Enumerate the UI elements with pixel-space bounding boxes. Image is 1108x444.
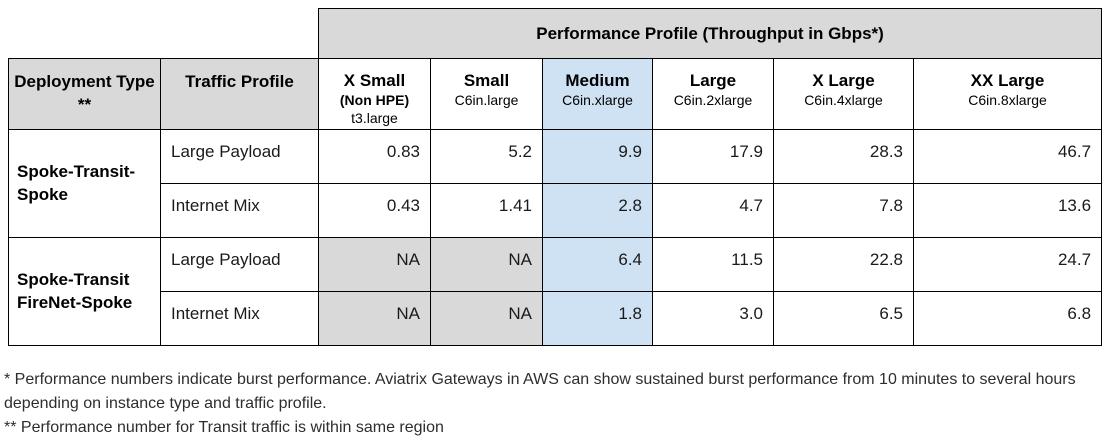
header-small: Small C6in.large <box>430 58 543 130</box>
header-xx-large: XX Large C6in.8xlarge <box>912 58 1103 130</box>
value-cell-highlighted: 2.8 <box>542 183 653 238</box>
value-cell: 0.83 <box>318 129 431 184</box>
size-instance: C6in.xlarge <box>562 92 633 109</box>
value-cell: 3.0 <box>652 291 774 346</box>
value-cell: 24.7 <box>912 237 1103 292</box>
value-cell-highlighted: 9.9 <box>542 129 653 184</box>
value-cell: 6.5 <box>773 291 914 346</box>
footnote-transit-region: ** Performance number for Transit traffi… <box>4 419 444 436</box>
size-instance: C6in.8xlarge <box>968 92 1047 109</box>
size-instance: C6in.large <box>454 92 519 109</box>
value-cell: 46.7 <box>912 129 1103 184</box>
traffic-cell: Internet Mix <box>160 291 319 346</box>
deployment-spoke-transit-firenet-spoke: Spoke-Transit FireNet-Spoke <box>8 237 161 346</box>
column-header-row: Deployment Type ** Traffic Profile X Sma… <box>8 58 1103 130</box>
size-name: X Large <box>812 71 875 90</box>
table-row: Spoke-Transit FireNet-Spoke Large Payloa… <box>8 237 1103 346</box>
size-name: Medium <box>565 71 630 90</box>
value-cell: 11.5 <box>652 237 774 292</box>
footnote-burst-performance: * Performance numbers indicate burst per… <box>4 371 1076 412</box>
table-row: Internet Mix NA NA 1.8 3.0 6.5 6.8 <box>9 291 1103 346</box>
deployment-spoke-transit-spoke: Spoke-Transit-Spoke <box>8 129 161 238</box>
table-row: Spoke-Transit-Spoke Large Payload 0.83 5… <box>8 129 1103 238</box>
value-cell: 22.8 <box>773 237 914 292</box>
value-cell-highlighted: 1.8 <box>542 291 653 346</box>
header-traffic-profile: Traffic Profile <box>160 58 319 130</box>
value-cell: 5.2 <box>430 129 543 184</box>
blank-corner <box>8 8 319 59</box>
value-cell: 1.41 <box>430 183 543 238</box>
value-cell-na: NA <box>318 237 431 292</box>
value-cell: 0.43 <box>318 183 431 238</box>
size-sub: (Non HPE) <box>339 92 410 109</box>
footnotes: * Performance numbers indicate burst per… <box>4 368 1100 440</box>
value-cell-na: NA <box>430 291 543 346</box>
performance-table: Performance Profile (Throughput in Gbps*… <box>8 8 1103 346</box>
value-cell: 13.6 <box>912 183 1103 238</box>
traffic-cell: Large Payload <box>160 237 319 292</box>
size-instance: t3.large <box>351 110 398 127</box>
banner-row: Performance Profile (Throughput in Gbps*… <box>8 8 1103 59</box>
header-deployment-type: Deployment Type ** <box>8 58 161 130</box>
size-instance: C6in.4xlarge <box>804 92 883 109</box>
size-name: XX Large <box>970 71 1045 90</box>
traffic-cell: Large Payload <box>160 129 319 184</box>
value-cell-na: NA <box>430 237 543 292</box>
value-cell: 4.7 <box>652 183 774 238</box>
table-banner-title: Performance Profile (Throughput in Gbps*… <box>317 8 1103 59</box>
size-instance: C6in.2xlarge <box>673 92 753 109</box>
value-cell: 17.9 <box>652 129 774 184</box>
header-large: Large C6in.2xlarge <box>652 58 774 130</box>
traffic-cell: Internet Mix <box>160 183 319 238</box>
header-x-small: X Small (Non HPE) t3.large <box>318 58 431 130</box>
value-cell-highlighted: 6.4 <box>542 237 653 292</box>
table-row: Internet Mix 0.43 1.41 2.8 4.7 7.8 13.6 <box>9 183 1103 238</box>
size-name: X Small <box>343 71 406 90</box>
size-name: Small <box>463 71 510 90</box>
header-medium-highlighted: Medium C6in.xlarge <box>542 58 653 130</box>
value-cell: 6.8 <box>912 291 1103 346</box>
value-cell-na: NA <box>318 291 431 346</box>
header-x-large: X Large C6in.4xlarge <box>773 58 914 130</box>
value-cell: 28.3 <box>773 129 914 184</box>
value-cell: 7.8 <box>773 183 914 238</box>
size-name: Large <box>689 71 737 90</box>
